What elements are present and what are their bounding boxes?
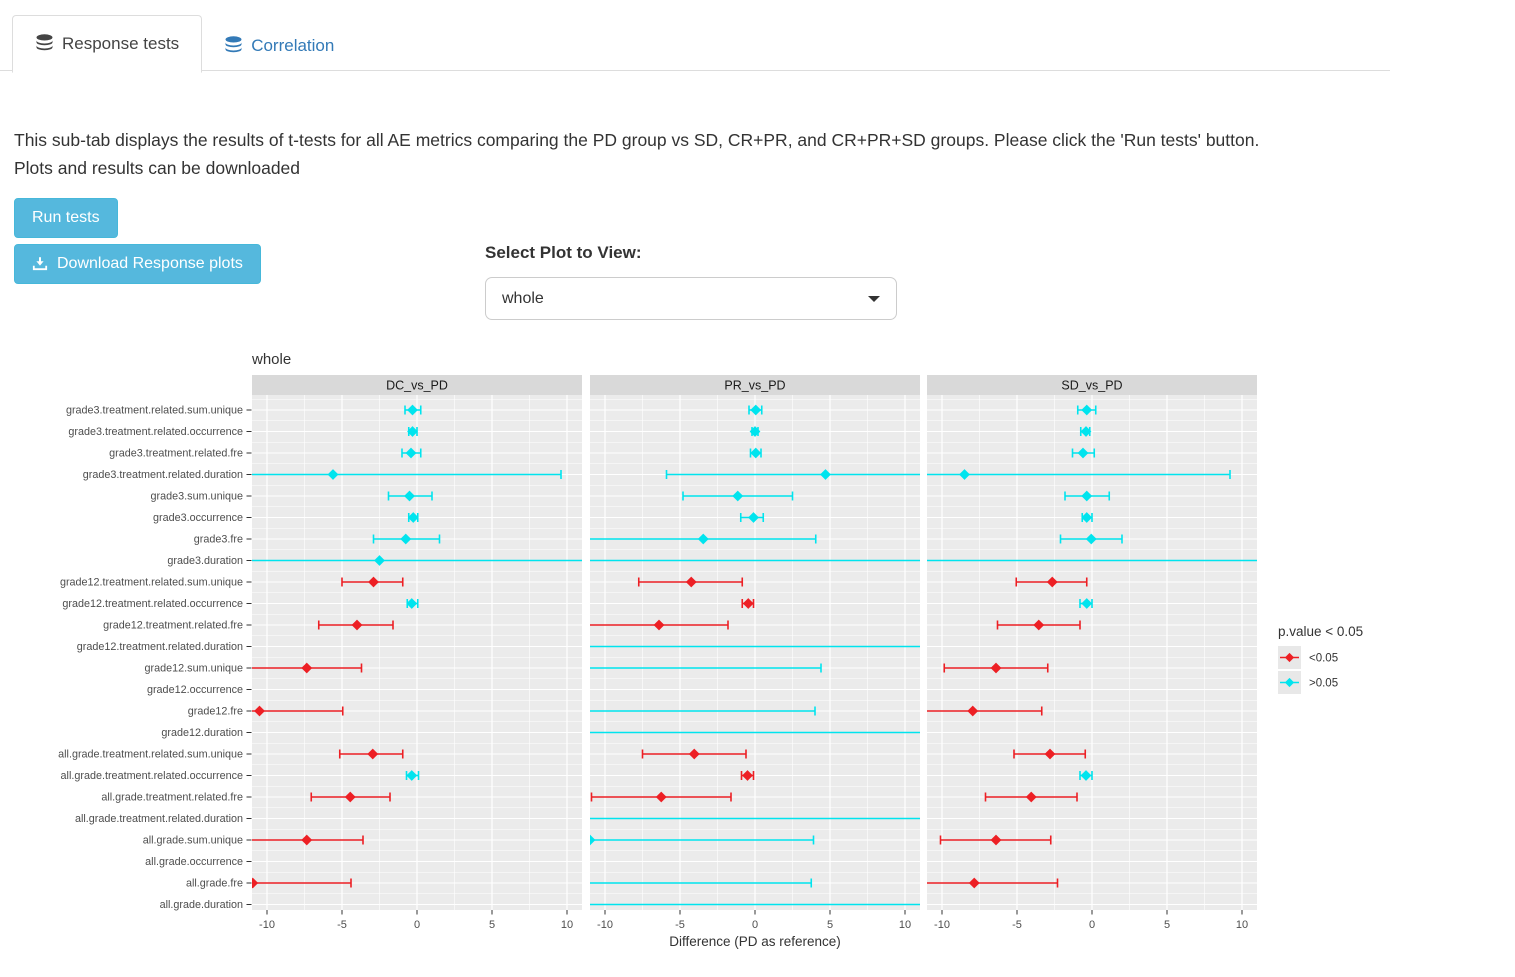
svg-text:all.grade.treatment.related.du: all.grade.treatment.related.duration <box>75 813 243 825</box>
svg-text:grade3.treatment.related.fre: grade3.treatment.related.fre <box>109 448 243 460</box>
download-response-plots-label: Download Response plots <box>57 255 243 272</box>
svg-text:grade3.treatment.related.occur: grade3.treatment.related.occurrence <box>68 426 243 438</box>
svg-text:all.grade.sum.unique: all.grade.sum.unique <box>143 835 243 847</box>
svg-text:grade3.sum.unique: grade3.sum.unique <box>151 491 243 503</box>
run-tests-button[interactable]: Run tests <box>14 198 118 238</box>
svg-text:0: 0 <box>414 919 420 931</box>
svg-text:grade3.occurrence: grade3.occurrence <box>153 512 243 524</box>
svg-text:5: 5 <box>827 919 833 931</box>
database-icon <box>36 34 53 54</box>
select-plot-label: Select Plot to View: <box>485 243 642 262</box>
svg-text:0: 0 <box>1089 919 1095 931</box>
plot-select[interactable]: whole <box>485 277 897 320</box>
svg-text:0: 0 <box>752 919 758 931</box>
forest-plot: whole grade3.treatment.related.sum.unique… <box>30 345 1382 968</box>
svg-text:5: 5 <box>489 919 495 931</box>
svg-text:-10: -10 <box>934 919 950 931</box>
svg-text:all.grade.treatment.related.fr: all.grade.treatment.related.fre <box>101 792 243 804</box>
svg-text:grade12.fre: grade12.fre <box>188 706 243 718</box>
svg-text:p.value < 0.05: p.value < 0.05 <box>1278 624 1363 639</box>
svg-text:10: 10 <box>1236 919 1248 931</box>
download-response-plots-button[interactable]: Download Response plots <box>14 244 261 284</box>
download-icon <box>32 257 48 271</box>
svg-text:grade3.treatment.related.durat: grade3.treatment.related.duration <box>83 469 243 481</box>
tab-response-tests-label: Response tests <box>62 34 180 53</box>
svg-text:whole: whole <box>251 351 291 368</box>
svg-text:all.grade.duration: all.grade.duration <box>160 899 243 911</box>
svg-text:DC_vs_PD: DC_vs_PD <box>386 379 448 393</box>
svg-text:-5: -5 <box>1012 919 1022 931</box>
svg-text:grade3.duration: grade3.duration <box>167 555 243 567</box>
tab-response-tests[interactable]: Response tests <box>12 15 203 73</box>
run-tests-label: Run tests <box>32 209 100 226</box>
database-icon <box>225 36 242 56</box>
svg-text:Difference (PD as reference): Difference (PD as reference) <box>669 934 841 949</box>
svg-text:grade12.treatment.related.sum.: grade12.treatment.related.sum.unique <box>60 577 243 589</box>
description-line-2: Plots and results can be downloaded <box>14 158 301 178</box>
svg-text:grade3.fre: grade3.fre <box>194 534 243 546</box>
svg-text:>0.05: >0.05 <box>1309 678 1338 690</box>
tab-correlation[interactable]: Correlation <box>202 20 356 72</box>
plot-select-value: whole <box>502 289 544 307</box>
svg-text:SD_vs_PD: SD_vs_PD <box>1061 379 1122 393</box>
svg-text:all.grade.treatment.related.su: all.grade.treatment.related.sum.unique <box>58 749 243 761</box>
tab-correlation-label: Correlation <box>251 36 335 55</box>
tab-bar-divider <box>0 70 1390 71</box>
svg-text:grade12.duration: grade12.duration <box>161 727 243 739</box>
svg-text:grade12.occurrence: grade12.occurrence <box>147 684 243 696</box>
svg-text:10: 10 <box>561 919 573 931</box>
svg-text:grade3.treatment.related.sum.u: grade3.treatment.related.sum.unique <box>66 405 243 417</box>
svg-text:-10: -10 <box>597 919 613 931</box>
svg-text:-10: -10 <box>259 919 275 931</box>
svg-text:all.grade.fre: all.grade.fre <box>186 878 243 890</box>
svg-text:all.grade.occurrence: all.grade.occurrence <box>145 856 243 868</box>
svg-text:<0.05: <0.05 <box>1309 653 1338 665</box>
svg-text:PR_vs_PD: PR_vs_PD <box>724 379 785 393</box>
svg-text:grade12.treatment.related.dura: grade12.treatment.related.duration <box>77 641 243 653</box>
svg-text:grade12.treatment.related.occu: grade12.treatment.related.occurrence <box>62 598 243 610</box>
svg-text:5: 5 <box>1164 919 1170 931</box>
chevron-down-icon <box>868 295 880 302</box>
svg-text:grade12.treatment.related.fre: grade12.treatment.related.fre <box>103 620 243 632</box>
svg-text:-5: -5 <box>675 919 685 931</box>
description-line-1: This sub-tab displays the results of t-t… <box>14 130 1260 150</box>
svg-text:grade12.sum.unique: grade12.sum.unique <box>145 663 243 675</box>
svg-text:10: 10 <box>899 919 911 931</box>
svg-text:all.grade.treatment.related.oc: all.grade.treatment.related.occurrence <box>61 770 243 782</box>
subtab-description: This sub-tab displays the results of t-t… <box>14 126 1394 182</box>
svg-text:-5: -5 <box>337 919 347 931</box>
tab-bar: Response tests Correlation <box>12 14 356 73</box>
